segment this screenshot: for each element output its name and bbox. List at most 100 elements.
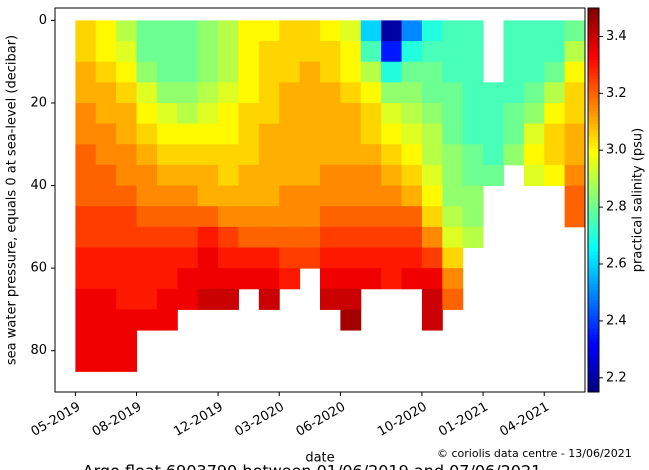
cell <box>401 102 423 125</box>
colorbar-segment <box>588 46 599 51</box>
cell <box>360 226 382 248</box>
cell <box>483 144 504 166</box>
colorbar-segment <box>588 190 599 195</box>
cell <box>75 144 97 166</box>
cell <box>279 185 301 207</box>
cell <box>136 144 158 166</box>
colorbar-segment <box>588 75 599 79</box>
cell <box>197 61 219 83</box>
colorbar-segment <box>588 382 599 387</box>
cell <box>136 164 158 187</box>
colorbar-tick-label: 3.2 <box>606 86 627 101</box>
cell <box>279 206 301 228</box>
cell <box>177 82 199 104</box>
cell <box>340 41 362 63</box>
colorbar-segment <box>588 52 599 57</box>
cell <box>136 61 158 83</box>
colorbar-segment <box>588 78 599 83</box>
cell <box>258 102 280 125</box>
cell <box>340 164 362 187</box>
colorbar-segment <box>588 251 599 255</box>
cell <box>320 82 341 104</box>
colorbar-segment <box>588 363 599 367</box>
cell <box>564 102 586 125</box>
colorbar-segment <box>588 347 599 351</box>
cell <box>218 144 239 166</box>
cell <box>156 61 178 83</box>
cell <box>258 123 280 145</box>
colorbar-segment <box>588 88 599 92</box>
colorbar-segment <box>588 312 599 316</box>
cell <box>116 309 138 331</box>
cell <box>238 82 260 104</box>
cell <box>116 61 138 83</box>
cell <box>340 206 362 228</box>
cell <box>462 226 484 248</box>
cell <box>462 164 484 187</box>
cell <box>401 206 423 228</box>
colorbar-segment <box>588 248 599 252</box>
cell <box>360 102 382 125</box>
y-tick-label: 40 <box>30 178 47 193</box>
cell <box>299 185 321 207</box>
cell <box>95 144 117 166</box>
colorbar-segment <box>588 235 599 239</box>
cell <box>258 20 280 42</box>
cell <box>136 226 158 248</box>
cell <box>401 123 423 145</box>
cell <box>258 144 280 166</box>
colorbar-segment <box>588 206 599 211</box>
colorbar-segment <box>588 340 599 345</box>
cell <box>197 288 219 310</box>
cell <box>116 20 138 42</box>
colorbar-segment <box>588 129 599 134</box>
cell <box>421 61 443 83</box>
colorbar-segment <box>588 264 599 268</box>
cell <box>421 123 443 145</box>
colorbar-segment <box>588 152 599 156</box>
cell <box>238 102 260 125</box>
cell <box>95 206 117 228</box>
cell <box>258 82 280 104</box>
cell <box>197 102 219 125</box>
cell <box>401 20 423 42</box>
cell <box>564 82 586 104</box>
cell <box>75 309 97 331</box>
cell <box>218 247 239 269</box>
cell <box>299 164 321 187</box>
cell <box>238 206 260 228</box>
cell <box>360 247 382 269</box>
cell <box>360 185 382 207</box>
colorbar-segment <box>588 388 599 393</box>
cell <box>116 206 138 228</box>
cell <box>401 144 423 166</box>
x-tick-label: 05-2019 <box>29 400 84 440</box>
cell <box>197 123 219 145</box>
cell <box>564 41 586 63</box>
colorbar-segment <box>588 225 599 230</box>
cell <box>218 288 239 310</box>
cell <box>156 185 178 207</box>
cell <box>483 102 504 125</box>
cell <box>421 206 443 228</box>
colorbar-segment <box>588 356 599 361</box>
cell <box>320 102 341 125</box>
cell <box>564 164 586 187</box>
colorbar-segment <box>588 123 599 127</box>
cell <box>177 247 199 269</box>
colorbar-segment <box>588 100 599 105</box>
cell <box>218 185 239 207</box>
cell <box>116 288 138 310</box>
cell <box>421 164 443 187</box>
cell <box>401 164 423 187</box>
cell <box>381 61 403 83</box>
y-tick-label: 20 <box>30 95 47 110</box>
cell <box>75 268 97 290</box>
colorbar-segment <box>588 56 599 60</box>
cell <box>75 82 97 104</box>
colorbar-segment <box>588 379 599 383</box>
cell <box>136 288 158 310</box>
cell <box>381 206 403 228</box>
cell <box>340 144 362 166</box>
colorbar-segment <box>588 68 599 73</box>
